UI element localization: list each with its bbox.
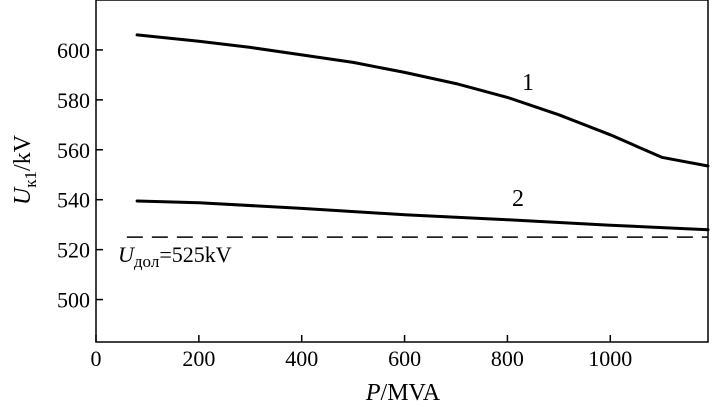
y-tick-label-0: 500 (57, 288, 90, 313)
reference-line-label: Uдол=525kV (118, 242, 232, 271)
axis-ticks (95, 49, 612, 342)
x-tick-label-2: 400 (285, 346, 318, 371)
y-tick-label-2: 540 (57, 188, 90, 213)
y-tick-label-3: 560 (57, 138, 90, 163)
axis-tick-labels: 0 200 400 600 800 1000 500 520 540 560 580 600 (57, 38, 632, 371)
x-tick-label-1: 200 (182, 346, 215, 371)
plot-frame (95, 0, 709, 343)
x-axis-label: P/MVA (365, 380, 441, 406)
y-tick-label-5: 600 (57, 38, 90, 63)
series-line-1 (135, 33, 710, 168)
series-group: 12 (135, 33, 710, 232)
y-tick-label-4: 580 (57, 88, 90, 113)
series-label-1: 1 (522, 70, 534, 96)
x-tick-label-5: 1000 (588, 346, 632, 371)
x-tick-label-4: 800 (491, 346, 524, 371)
y-tick-label-1: 520 (57, 238, 90, 263)
x-tick-label-0: 0 (91, 346, 102, 371)
series-line-2 (135, 199, 710, 232)
x-tick-label-3: 600 (388, 346, 421, 371)
series-label-2: 2 (512, 186, 524, 212)
y-axis-label: Uк1/kV (10, 134, 40, 205)
